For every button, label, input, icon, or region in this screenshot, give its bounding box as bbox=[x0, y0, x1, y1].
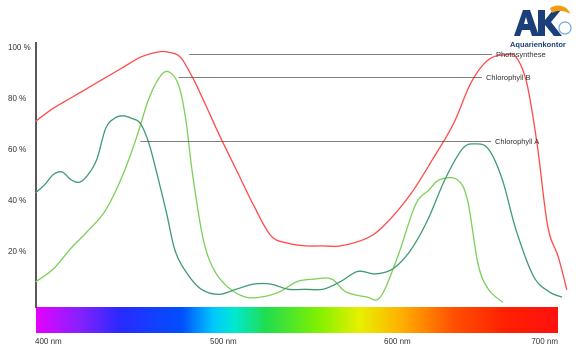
ak-logo-icon bbox=[514, 5, 572, 36]
series-lines bbox=[35, 50, 568, 303]
series-line-2 bbox=[35, 115, 563, 298]
aquarienkontor-logo: Aquarienkontor bbox=[508, 4, 576, 54]
y-tick-label: 100 % bbox=[8, 43, 31, 52]
y-tick-label: 80 % bbox=[8, 94, 26, 103]
series-label: Chlorophyll A bbox=[495, 137, 539, 146]
spectrum-bar bbox=[36, 307, 558, 333]
y-tick-label: 60 % bbox=[8, 145, 26, 154]
series-line-1 bbox=[35, 70, 503, 303]
y-tick-label: 40 % bbox=[8, 196, 26, 205]
x-tick-label: 600 nm bbox=[384, 337, 411, 345]
x-tick-labels: 400 nm 500 nm 600 nm 700 nm bbox=[35, 337, 558, 345]
x-tick-label: 400 nm bbox=[35, 337, 62, 345]
x-tick-label: 700 nm bbox=[531, 337, 558, 345]
series-line-0 bbox=[35, 50, 568, 290]
series-labels: Photosynthese Chlorophyll B Chlorophyll A bbox=[140, 50, 546, 146]
y-tick-label: 20 % bbox=[8, 247, 26, 256]
series-label: Chlorophyll B bbox=[486, 73, 531, 82]
series-label: Photosynthese bbox=[496, 50, 546, 59]
logo-wordmark: Aquarienkontor bbox=[510, 40, 566, 49]
y-tick-labels: 100 % 80 % 60 % 40 % 20 % bbox=[8, 43, 31, 256]
x-tick-label: 500 nm bbox=[210, 337, 237, 345]
